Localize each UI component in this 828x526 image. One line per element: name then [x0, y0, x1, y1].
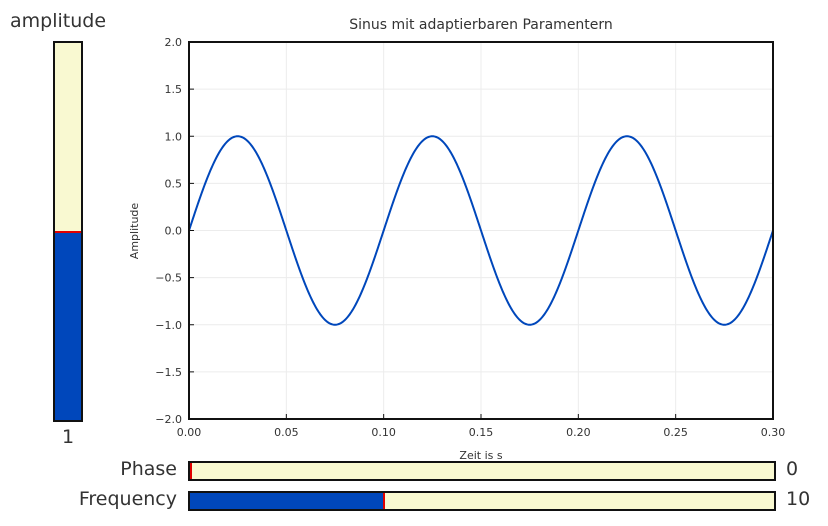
amplitude-slider-fill	[55, 231, 81, 420]
y-tick-label: 0.5	[165, 177, 183, 190]
y-tick-label: 1.5	[165, 83, 183, 96]
y-tick-label: −1.0	[155, 319, 182, 332]
frequency-slider[interactable]	[188, 491, 776, 511]
y-tick-label: −0.5	[155, 272, 182, 285]
x-tick-label: 0.05	[274, 426, 299, 439]
frequency-slider-fill	[190, 493, 385, 509]
amplitude-value: 1	[61, 426, 75, 448]
phase-value: 0	[786, 458, 799, 480]
frequency-value: 10	[786, 488, 811, 510]
plot-title: Sinus mit adaptierbaren Paramentern	[349, 17, 613, 33]
x-tick-label: 0.20	[566, 426, 591, 439]
plot-ticks: 0.00 0.05 0.10 0.15 0.20 0.25 0.30 2.0 1.5 1.0 0.5…	[155, 36, 785, 439]
phase-slider[interactable]	[188, 461, 776, 481]
plot-frame	[188, 41, 774, 420]
x-tick-label: 0.10	[371, 426, 396, 439]
amplitude-slider[interactable]	[53, 41, 83, 422]
y-tick-label: −2.0	[155, 413, 182, 426]
y-tick-label: 0.0	[165, 225, 183, 238]
y-tick-label: −1.5	[155, 366, 182, 379]
phase-slider-handle[interactable]	[190, 463, 192, 479]
y-tick-label: 2.0	[165, 36, 183, 49]
x-axis-label: Zeit is s	[459, 449, 502, 460]
y-axis-label: Amplitude	[128, 203, 141, 260]
x-tick-label: 0.30	[761, 426, 786, 439]
amplitude-slider-handle[interactable]	[55, 230, 81, 233]
sine-line	[188, 135, 774, 326]
x-tick-label: 0.00	[177, 426, 202, 439]
frequency-slider-label: Frequency	[78, 488, 177, 510]
y-tick-label: 1.0	[165, 130, 183, 143]
x-tick-label: 0.15	[469, 426, 494, 439]
frequency-slider-handle[interactable]	[383, 493, 386, 509]
sine-plot: Sinus mit adaptierbaren Paramentern 0.00…	[128, 17, 785, 460]
amplitude-slider-label: amplitude	[10, 10, 107, 32]
x-tick-label: 0.25	[663, 426, 688, 439]
phase-slider-label: Phase	[120, 458, 177, 480]
